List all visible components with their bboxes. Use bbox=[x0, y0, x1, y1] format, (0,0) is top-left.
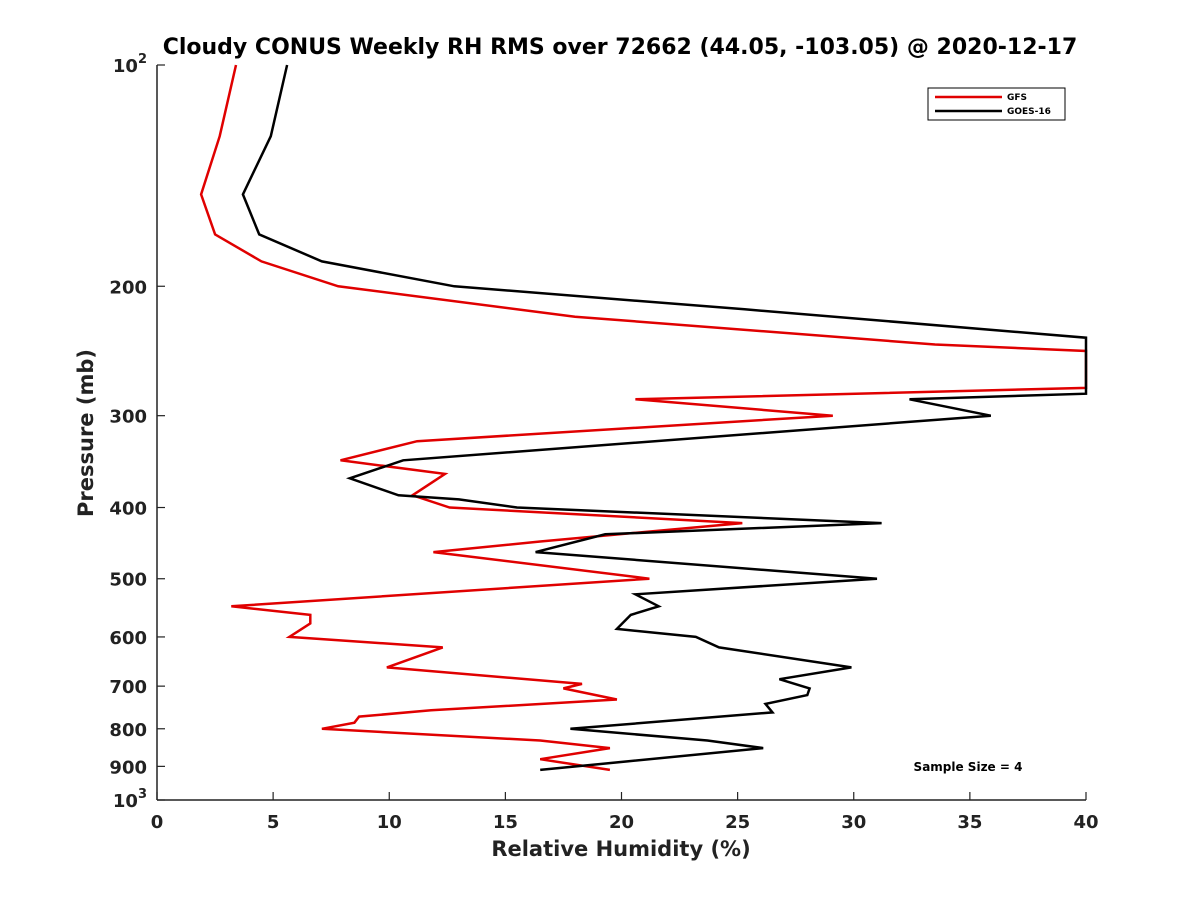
y-tick-label: 800 bbox=[109, 720, 147, 741]
y-tick-label: 102 bbox=[113, 52, 147, 77]
x-tick-label: 0 bbox=[151, 812, 164, 833]
x-tick-label: 10 bbox=[377, 812, 402, 833]
y-tick-label: 900 bbox=[109, 757, 147, 778]
x-tick-label: 20 bbox=[609, 812, 634, 833]
legend-label-gfs: GFS bbox=[1007, 93, 1027, 103]
x-tick-label: 40 bbox=[1073, 812, 1098, 833]
sample-size-annotation: Sample Size = 4 bbox=[914, 760, 1023, 774]
chart-title: Cloudy CONUS Weekly RH RMS over 72662 (4… bbox=[163, 35, 1078, 60]
legend-label-goes-16: GOES-16 bbox=[1007, 107, 1051, 117]
y-tick-label: 400 bbox=[109, 499, 147, 520]
y-tick-label: 700 bbox=[109, 677, 147, 698]
series-line-goes-16 bbox=[241, 64, 1088, 772]
series-line-gfs bbox=[199, 64, 1088, 772]
x-tick-label: 25 bbox=[725, 812, 750, 833]
legend: GFS GOES-16 bbox=[927, 87, 1066, 121]
x-axis-label: Relative Humidity (%) bbox=[491, 837, 750, 861]
y-axis-label: Pressure (mb) bbox=[74, 349, 98, 517]
x-tick-label: 35 bbox=[957, 812, 982, 833]
x-tick-label: 5 bbox=[267, 812, 280, 833]
legend-box bbox=[927, 87, 1066, 121]
series-layer bbox=[199, 64, 1088, 772]
y-tick-label: 600 bbox=[109, 628, 147, 649]
y-tick-label: 200 bbox=[109, 277, 147, 298]
y-tick-label: 103 bbox=[113, 787, 147, 812]
x-ticks: 0 5 10 15 20 25 30 35 40 bbox=[151, 792, 1099, 833]
y-tick-label: 500 bbox=[109, 570, 147, 591]
y-ticks: 102 200 300 400 500 600 700 800 900 103 bbox=[109, 52, 165, 812]
x-tick-label: 15 bbox=[493, 812, 518, 833]
y-tick-label: 300 bbox=[109, 407, 147, 428]
x-tick-label: 30 bbox=[841, 812, 866, 833]
